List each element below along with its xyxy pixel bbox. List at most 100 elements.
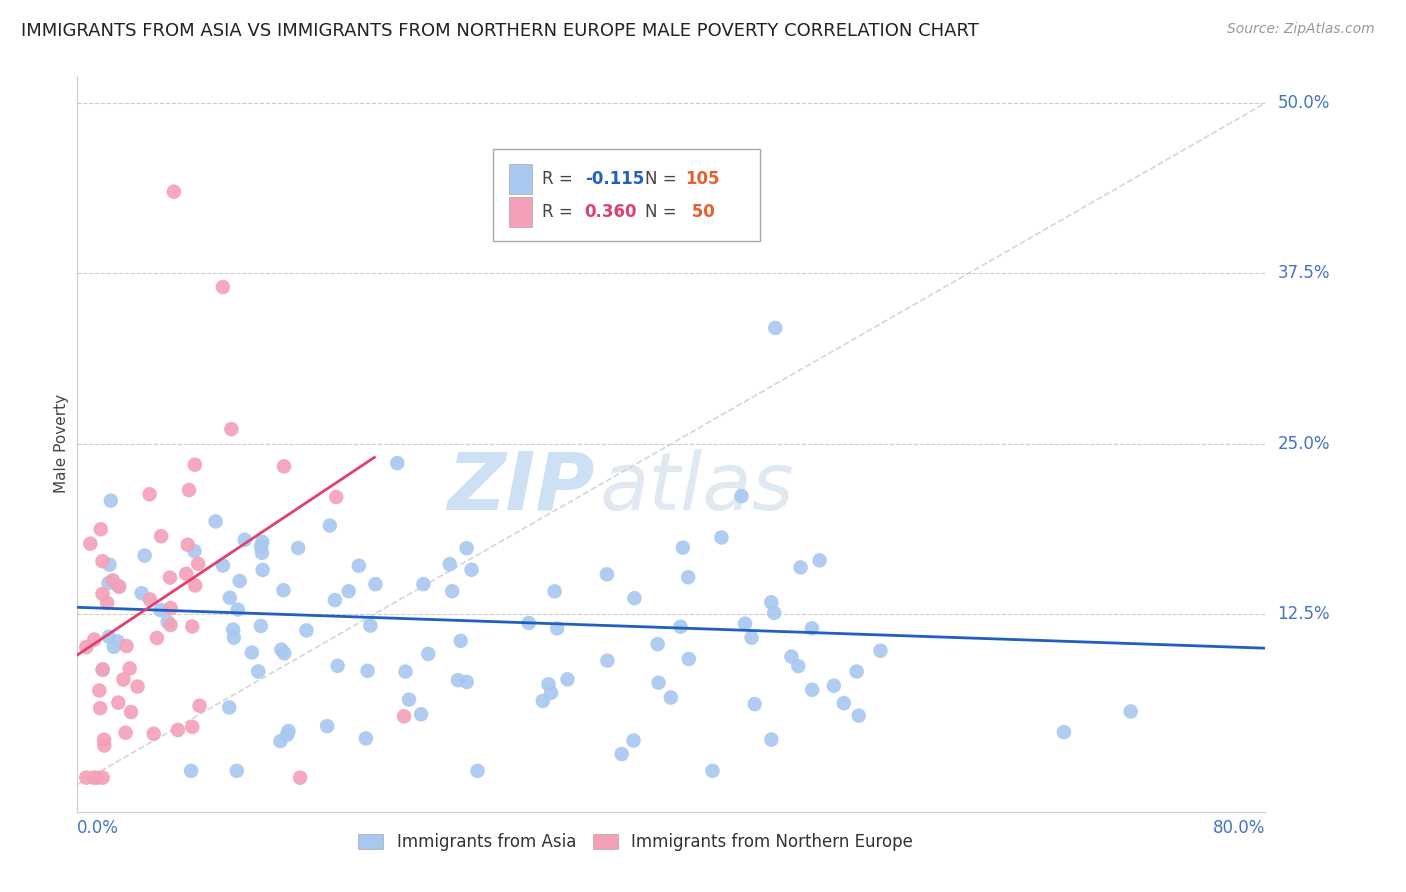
Point [112,673,135,687]
Point [669,620,692,634]
Point [146,631,169,645]
Point [101,574,124,588]
Point [319,518,342,533]
Point [177,538,200,552]
Point [222,623,245,637]
Point [184,578,207,592]
Point [387,456,409,470]
Point [90,522,112,536]
Point [800,621,823,635]
Point [761,732,783,747]
Point [276,728,298,742]
Point [364,577,387,591]
Point [787,659,810,673]
Point [326,658,349,673]
Point [247,665,270,679]
Y-axis label: Male Poverty: Male Poverty [53,394,69,493]
Point [418,647,440,661]
Point [187,557,209,571]
Text: 37.5%: 37.5% [1277,264,1330,283]
Point [845,665,868,679]
Point [456,541,478,556]
Point [447,673,470,687]
Point [596,654,619,668]
Point [1053,725,1076,739]
Point [150,529,173,543]
Point [142,727,165,741]
Point [180,764,202,778]
Point [623,733,645,747]
Point [277,724,299,739]
Point [808,553,831,567]
Point [761,595,783,609]
Point [149,603,172,617]
Text: ZIP: ZIP [447,449,595,527]
Text: atlas: atlas [600,449,794,527]
Point [659,690,682,705]
Point [107,634,129,648]
Point [702,764,724,778]
Point [596,567,619,582]
Point [93,732,115,747]
Point [517,615,540,630]
Point [131,586,153,600]
Point [163,185,186,199]
Point [412,577,434,591]
Point [537,677,560,691]
Point [354,731,377,746]
Point [97,576,120,591]
Point [114,725,136,739]
Point [763,606,786,620]
Point [359,618,381,632]
Point [337,584,360,599]
Point [741,631,763,645]
Point [75,771,97,785]
Point [252,534,274,549]
Point [287,541,309,555]
Point [647,637,669,651]
Bar [509,197,533,227]
Point [225,764,247,778]
Point [138,487,160,501]
Point [100,493,122,508]
Point [79,536,101,550]
Point [546,621,568,635]
Point [823,679,845,693]
Point [218,591,240,605]
Text: Source: ZipAtlas.com: Source: ZipAtlas.com [1227,22,1375,37]
Point [441,584,464,599]
Point [323,593,346,607]
Point [672,541,695,555]
Point [118,661,141,675]
Point [83,771,105,785]
Point [183,544,205,558]
Point [273,646,295,660]
Point [134,549,156,563]
Point [801,682,824,697]
Point [270,642,292,657]
Point [120,705,142,719]
Point [86,771,108,785]
Text: 0.0%: 0.0% [77,819,120,837]
Text: 105: 105 [686,169,720,188]
Point [93,739,115,753]
Point [832,696,855,710]
Point [107,696,129,710]
Point [98,558,121,572]
Point [167,723,190,737]
Point [456,674,478,689]
Point [295,624,318,638]
Point [710,531,733,545]
Point [139,592,162,607]
Point [848,708,870,723]
Point [91,771,114,785]
Point [540,686,562,700]
Point [181,720,204,734]
Text: R =: R = [541,169,578,188]
Point [159,618,181,632]
Point [763,321,786,335]
Point [218,700,240,714]
Point [103,640,125,654]
Point [127,680,149,694]
Text: 0.360: 0.360 [585,203,637,221]
